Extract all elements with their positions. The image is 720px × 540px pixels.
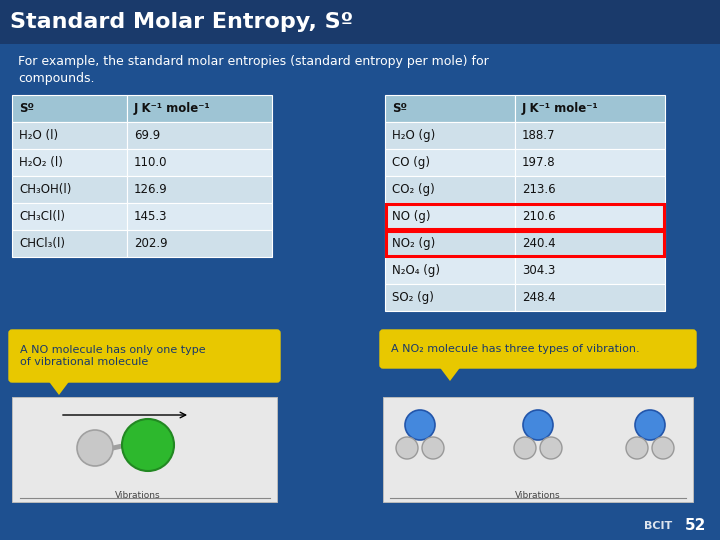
FancyBboxPatch shape xyxy=(385,149,515,176)
FancyBboxPatch shape xyxy=(12,95,127,122)
FancyBboxPatch shape xyxy=(380,330,696,368)
Text: Vibrations: Vibrations xyxy=(516,490,561,500)
Text: J K⁻¹ mole⁻¹: J K⁻¹ mole⁻¹ xyxy=(522,102,598,115)
FancyBboxPatch shape xyxy=(515,95,665,122)
Text: J K⁻¹ mole⁻¹: J K⁻¹ mole⁻¹ xyxy=(134,102,211,115)
Text: 248.4: 248.4 xyxy=(522,291,556,304)
Circle shape xyxy=(635,410,665,440)
Circle shape xyxy=(422,437,444,459)
Text: BCIT: BCIT xyxy=(644,521,672,531)
Polygon shape xyxy=(47,379,71,395)
Text: For example, the standard molar entropies (standard entropy per mole) for
compou: For example, the standard molar entropie… xyxy=(18,55,489,85)
FancyBboxPatch shape xyxy=(0,0,720,44)
Text: CHCl₃(l): CHCl₃(l) xyxy=(19,237,65,250)
Text: CH₃OH(l): CH₃OH(l) xyxy=(19,183,71,196)
FancyBboxPatch shape xyxy=(127,203,272,230)
FancyBboxPatch shape xyxy=(385,230,515,257)
Circle shape xyxy=(523,410,553,440)
Text: Vibrations: Vibrations xyxy=(115,490,161,500)
Text: 213.6: 213.6 xyxy=(522,183,556,196)
Circle shape xyxy=(77,430,113,466)
Text: 52: 52 xyxy=(684,518,706,534)
Text: CH₃Cl(l): CH₃Cl(l) xyxy=(19,210,65,223)
FancyBboxPatch shape xyxy=(385,176,515,203)
Text: 110.0: 110.0 xyxy=(134,156,168,169)
FancyBboxPatch shape xyxy=(515,284,665,311)
FancyBboxPatch shape xyxy=(515,257,665,284)
Text: NO₂ (g): NO₂ (g) xyxy=(392,237,436,250)
Text: A NO molecule has only one type
of vibrational molecule: A NO molecule has only one type of vibra… xyxy=(20,345,206,367)
Text: 304.3: 304.3 xyxy=(522,264,555,277)
Text: 240.4: 240.4 xyxy=(522,237,556,250)
Text: H₂O₂ (l): H₂O₂ (l) xyxy=(19,156,63,169)
Text: Standard Molar Entropy, Sº: Standard Molar Entropy, Sº xyxy=(10,12,353,32)
FancyBboxPatch shape xyxy=(385,122,515,149)
FancyBboxPatch shape xyxy=(515,230,665,257)
Text: A NO₂ molecule has three types of vibration.: A NO₂ molecule has three types of vibrat… xyxy=(391,344,639,354)
FancyBboxPatch shape xyxy=(127,176,272,203)
Circle shape xyxy=(626,437,648,459)
FancyBboxPatch shape xyxy=(515,122,665,149)
Text: 145.3: 145.3 xyxy=(134,210,168,223)
Text: Sº: Sº xyxy=(19,102,34,115)
Text: H₂O (l): H₂O (l) xyxy=(19,129,58,142)
FancyBboxPatch shape xyxy=(127,122,272,149)
Text: 197.8: 197.8 xyxy=(522,156,556,169)
Text: 202.9: 202.9 xyxy=(134,237,168,250)
FancyBboxPatch shape xyxy=(12,230,127,257)
Text: CO₂ (g): CO₂ (g) xyxy=(392,183,435,196)
FancyBboxPatch shape xyxy=(127,149,272,176)
FancyBboxPatch shape xyxy=(12,397,277,502)
FancyBboxPatch shape xyxy=(385,203,515,230)
Text: 188.7: 188.7 xyxy=(522,129,556,142)
FancyBboxPatch shape xyxy=(385,257,515,284)
Text: 210.6: 210.6 xyxy=(522,210,556,223)
Circle shape xyxy=(396,437,418,459)
Polygon shape xyxy=(438,365,462,381)
Text: N₂O₄ (g): N₂O₄ (g) xyxy=(392,264,440,277)
FancyBboxPatch shape xyxy=(385,284,515,311)
Text: NO (g): NO (g) xyxy=(392,210,431,223)
FancyBboxPatch shape xyxy=(9,330,280,382)
FancyBboxPatch shape xyxy=(127,230,272,257)
FancyBboxPatch shape xyxy=(385,95,515,122)
Circle shape xyxy=(514,437,536,459)
FancyBboxPatch shape xyxy=(515,203,665,230)
Text: 126.9: 126.9 xyxy=(134,183,168,196)
FancyBboxPatch shape xyxy=(12,122,127,149)
Circle shape xyxy=(540,437,562,459)
Text: SO₂ (g): SO₂ (g) xyxy=(392,291,434,304)
FancyBboxPatch shape xyxy=(12,149,127,176)
FancyBboxPatch shape xyxy=(12,203,127,230)
FancyBboxPatch shape xyxy=(383,397,693,502)
Circle shape xyxy=(652,437,674,459)
Text: 69.9: 69.9 xyxy=(134,129,161,142)
Text: Sº: Sº xyxy=(392,102,407,115)
Text: H₂O (g): H₂O (g) xyxy=(392,129,436,142)
FancyBboxPatch shape xyxy=(127,95,272,122)
FancyBboxPatch shape xyxy=(515,176,665,203)
FancyBboxPatch shape xyxy=(12,176,127,203)
FancyBboxPatch shape xyxy=(515,149,665,176)
Circle shape xyxy=(122,419,174,471)
Circle shape xyxy=(405,410,435,440)
Text: CO (g): CO (g) xyxy=(392,156,430,169)
